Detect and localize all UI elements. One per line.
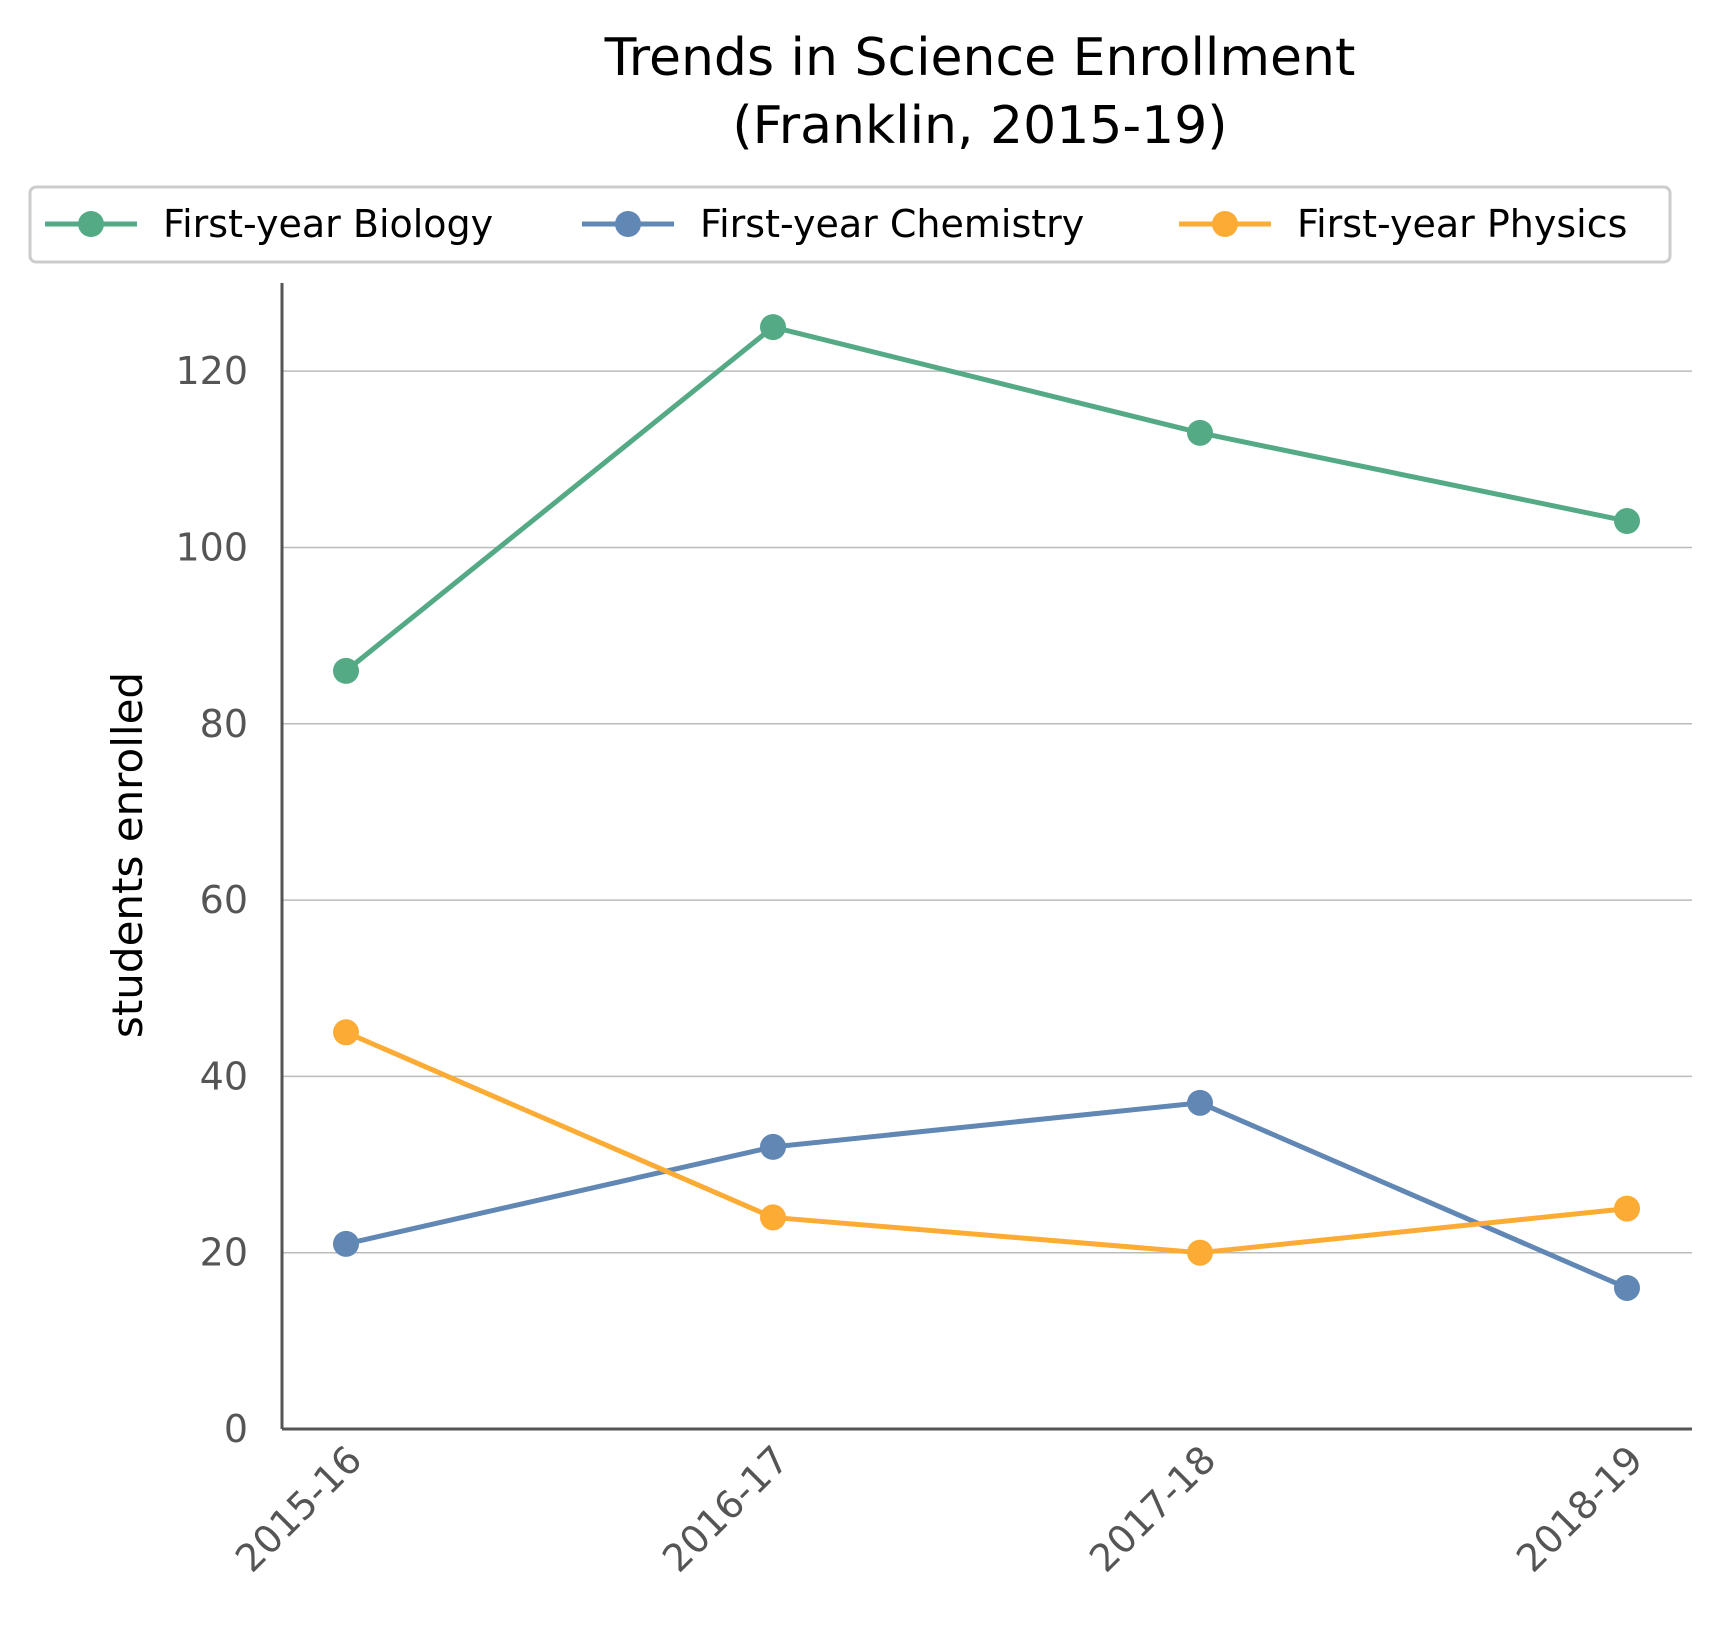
y-tick-label-40: 40 — [200, 1054, 248, 1098]
data-point — [760, 1133, 786, 1160]
data-point — [1187, 419, 1213, 446]
chart-title-line-1: Trends in Science Enrollment — [604, 28, 1356, 88]
data-point — [333, 1019, 359, 1046]
y-axis-ticks: 0 20 40 60 80 100 120 — [175, 349, 248, 1451]
y-tick-label-80: 80 — [200, 702, 248, 746]
data-point — [1187, 1239, 1213, 1266]
x-tick-label-2018-19: 2018-19 — [1508, 1437, 1651, 1580]
legend-marker — [78, 211, 104, 237]
x-axis-ticks: 2015-16 2016-17 2017-18 2018-19 — [227, 1437, 1651, 1580]
legend-label: First-year Physics — [1297, 202, 1627, 246]
series-line — [343, 1029, 1630, 1256]
legend-label: First-year Biology — [163, 202, 493, 246]
y-tick-label-60: 60 — [200, 878, 248, 922]
data-point — [760, 314, 786, 341]
legend-frame — [28, 185, 1672, 264]
series-line — [343, 324, 1630, 674]
series-1 — [333, 1089, 1640, 1301]
legend-label: First-year Chemistry — [700, 202, 1084, 246]
data-point — [1187, 1089, 1213, 1116]
legend-marker — [1212, 211, 1238, 237]
legend-marker — [615, 211, 641, 237]
y-tick-label-0: 0 — [224, 1407, 248, 1451]
axes — [280, 283, 1692, 1431]
x-tick-label-2016-17: 2016-17 — [654, 1437, 797, 1580]
legend-entry-2: First-year Physics — [1179, 202, 1627, 246]
data-point — [333, 1230, 359, 1257]
x-tick-label-2017-18: 2017-18 — [1081, 1437, 1224, 1580]
legend-entry-1: First-year Chemistry — [582, 202, 1084, 246]
series — [333, 314, 1640, 1301]
data-point — [1614, 1195, 1640, 1222]
gridlines — [282, 370, 1692, 1254]
data-point — [1614, 508, 1640, 535]
x-tick-label-2015-16: 2015-16 — [227, 1437, 370, 1580]
y-tick-label-120: 120 — [175, 349, 248, 393]
legend-entry-0: First-year Biology — [45, 202, 493, 246]
data-point — [1614, 1274, 1640, 1301]
series-0 — [333, 314, 1640, 684]
y-tick-label-20: 20 — [200, 1231, 248, 1275]
data-point — [760, 1204, 786, 1231]
data-point — [333, 657, 359, 684]
series-2 — [333, 1019, 1640, 1266]
y-axis-label: students enrolled — [103, 672, 152, 1038]
chart-title-line-2: (Franklin, 2015-19) — [732, 96, 1227, 156]
series-line — [343, 1100, 1630, 1291]
y-tick-label-100: 100 — [175, 525, 248, 569]
legend: First-year Biology First-year Chemistry Fi… — [28, 185, 1672, 264]
chart-title: Trends in Science Enrollment (Franklin, … — [604, 28, 1356, 156]
